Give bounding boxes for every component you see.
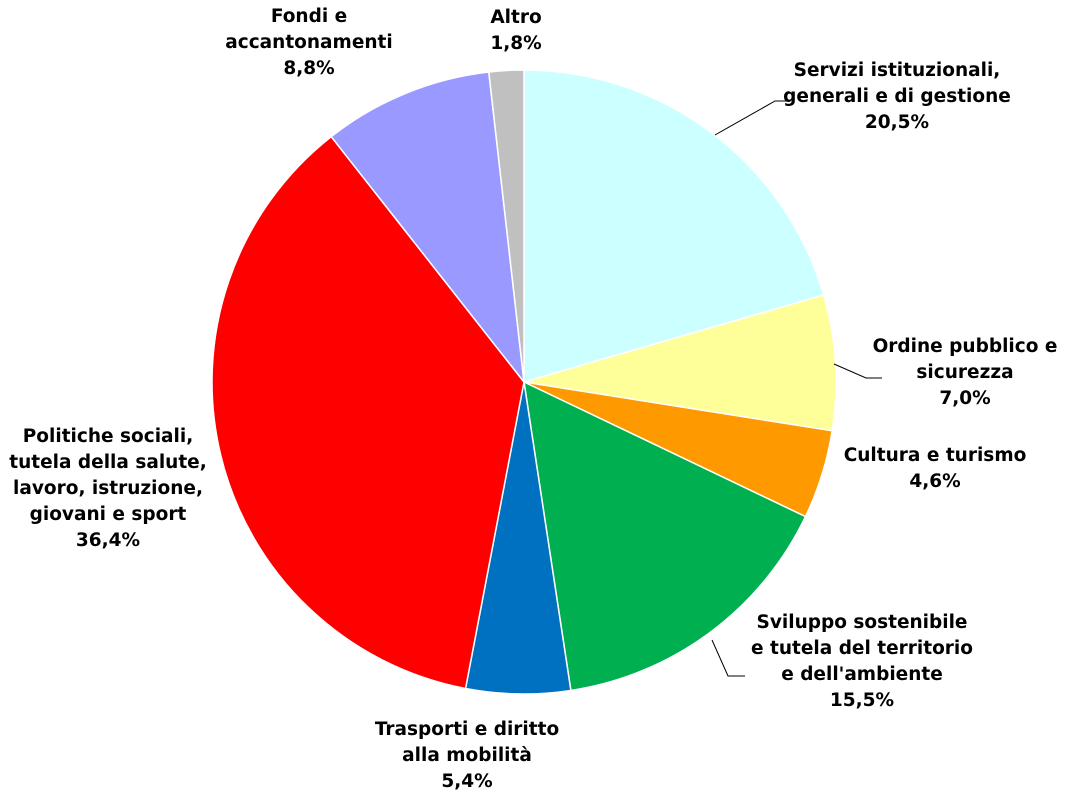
- slice-value-label: 36,4%: [76, 530, 140, 551]
- slice-label-line: lavoro, istruzione,: [13, 478, 203, 499]
- slice-label-line: Cultura e turismo: [844, 445, 1027, 466]
- slice-label-line: alla mobilità: [402, 745, 532, 766]
- slice-label-line: accantonamenti: [225, 32, 392, 53]
- pie-slice-0: [523, 69, 825, 383]
- leader-line-0: [714, 100, 790, 136]
- slice-value-label: 7,0%: [939, 388, 990, 409]
- slice-label-line: sicurezza: [916, 362, 1013, 383]
- slice-value-label: 5,4%: [441, 771, 492, 792]
- pie-slice-7: [487, 69, 525, 383]
- slice-label-7: Altro 1,8%: [490, 7, 541, 54]
- slice-label-line: e dell'ambiente: [781, 664, 943, 685]
- slice-label-5: Politiche sociali, tutela della salute, la…: [9, 426, 207, 551]
- slice-label-line: generali e di gestione: [783, 86, 1011, 107]
- slice-label-line: Servizi istituzionali,: [794, 60, 1001, 81]
- leader-line-1: [833, 363, 882, 379]
- slice-label-line: giovani e sport: [30, 504, 187, 525]
- slice-label-line: Trasporti e diritto: [375, 719, 559, 740]
- slice-label-line: Ordine pubblico e: [873, 336, 1058, 357]
- slice-label-6: Fondi e accantonamenti 8,8%: [225, 6, 392, 79]
- slice-value-label: 15,5%: [830, 690, 894, 711]
- slice-label-3: Sviluppo sostenibile e tutela del territo…: [751, 612, 973, 711]
- slice-label-2: Cultura e turismo 4,6%: [844, 445, 1027, 492]
- slice-label-line: Sviluppo sostenibile: [757, 612, 968, 633]
- slice-label-line: Fondi e: [271, 6, 347, 27]
- slice-value-label: 20,5%: [865, 112, 929, 133]
- slice-value-label: 8,8%: [283, 58, 334, 79]
- slice-value-label: 1,8%: [490, 33, 541, 54]
- slice-label-0: Servizi istituzionali, generali e di gest…: [783, 60, 1011, 133]
- slice-labels: Servizi istituzionali, generali e di gest…: [9, 6, 1057, 792]
- slice-label-line: tutela della salute,: [9, 452, 207, 473]
- pie-slices: [211, 69, 837, 695]
- pie-slice-5: [211, 135, 525, 690]
- pie-slice-6: [330, 71, 526, 385]
- leader-line-3: [711, 639, 745, 677]
- slice-label-line: e tutela del territorio: [751, 638, 973, 659]
- slice-label-4: Trasporti e diritto alla mobilità 5,4%: [375, 719, 559, 792]
- slice-label-1: Ordine pubblico e sicurezza 7,0%: [873, 336, 1058, 409]
- leader-lines: [711, 100, 882, 677]
- pie-slice-3: [523, 380, 807, 692]
- slice-label-line: Politiche sociali,: [23, 426, 193, 447]
- slice-label-line: Altro: [490, 7, 541, 28]
- slice-value-label: 4,6%: [909, 471, 960, 492]
- pie-slice-1: [523, 294, 837, 432]
